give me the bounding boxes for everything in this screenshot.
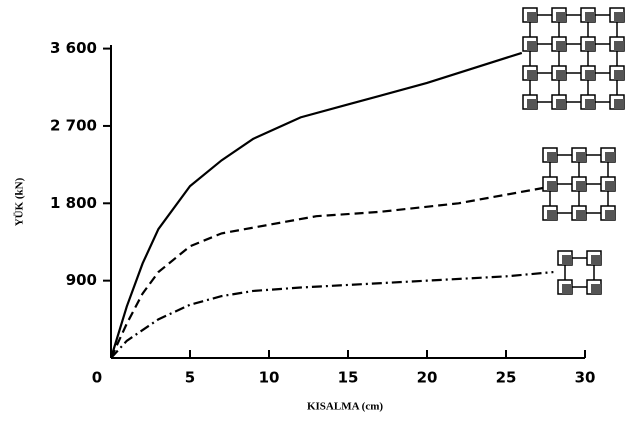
y-tick-label: 3 600 — [50, 39, 97, 57]
pile-group-icon — [542, 147, 616, 221]
x-axis-title: KISALMA (cm) — [307, 401, 383, 413]
x-tick-label: 20 — [417, 369, 438, 387]
y-tick-label: 2 700 — [50, 116, 97, 134]
pile-group-icon — [522, 7, 625, 110]
series-line — [109, 51, 523, 359]
x-tick-label: 25 — [496, 369, 517, 387]
series-line — [110, 185, 554, 359]
x-tick-label: 5 — [185, 369, 195, 387]
x-tick-label: 0 — [92, 369, 102, 387]
pile-group-icon — [557, 250, 602, 295]
x-tick-label: 15 — [338, 369, 359, 387]
series-line — [110, 270, 554, 359]
y-tick-label: 900 — [66, 271, 97, 289]
x-tick-label: 10 — [259, 369, 280, 387]
y-axis-title: YÜK (kN) — [13, 177, 26, 226]
x-tick-label: 30 — [575, 369, 596, 387]
y-tick-label: 1 800 — [50, 194, 97, 212]
